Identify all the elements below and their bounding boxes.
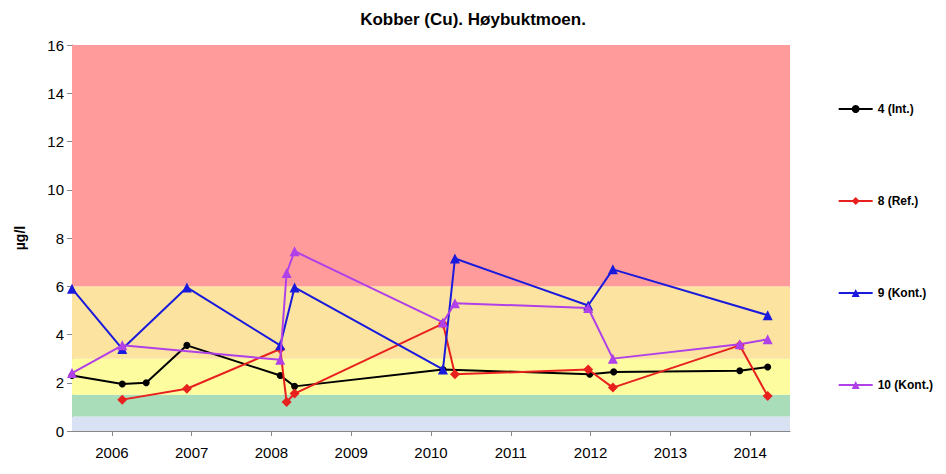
svg-text:4: 4 xyxy=(56,326,64,343)
svg-text:2013: 2013 xyxy=(654,444,687,461)
svg-text:2010: 2010 xyxy=(414,444,447,461)
svg-text:2012: 2012 xyxy=(574,444,607,461)
svg-text:6: 6 xyxy=(56,278,64,295)
svg-text:12: 12 xyxy=(47,133,64,150)
svg-text:µg/l: µg/l xyxy=(12,226,28,250)
svg-text:4 (Int.): 4 (Int.) xyxy=(878,102,914,116)
svg-text:Kobber (Cu). Høybuktmoen.: Kobber (Cu). Høybuktmoen. xyxy=(360,10,586,29)
svg-text:2006: 2006 xyxy=(95,444,128,461)
svg-text:8: 8 xyxy=(56,230,64,247)
svg-text:9 (Kont.): 9 (Kont.) xyxy=(878,286,927,300)
svg-text:10: 10 xyxy=(47,181,64,198)
svg-text:2009: 2009 xyxy=(335,444,368,461)
svg-text:2: 2 xyxy=(56,374,64,391)
svg-text:2014: 2014 xyxy=(733,444,766,461)
svg-text:2007: 2007 xyxy=(175,444,208,461)
svg-text:2008: 2008 xyxy=(255,444,288,461)
svg-text:0: 0 xyxy=(56,423,64,440)
svg-text:16: 16 xyxy=(47,37,64,54)
svg-text:10 (Kont.): 10 (Kont.) xyxy=(878,378,933,392)
svg-text:14: 14 xyxy=(47,85,64,102)
svg-text:8 (Ref.): 8 (Ref.) xyxy=(878,194,919,208)
svg-text:2011: 2011 xyxy=(495,444,527,461)
